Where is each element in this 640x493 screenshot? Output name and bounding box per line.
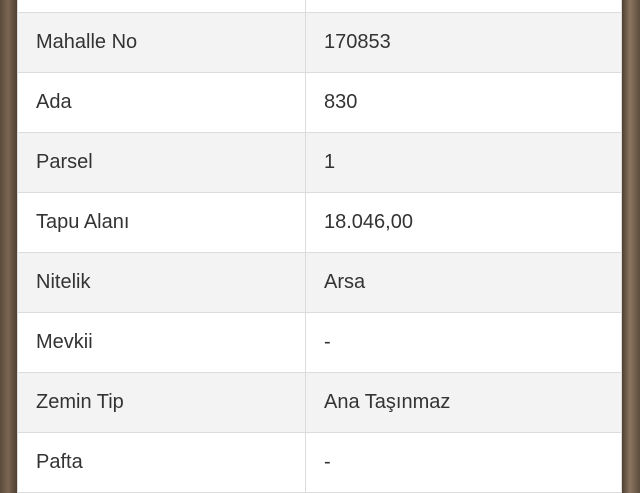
table-row: Pafta -: [17, 432, 622, 493]
row-label: Tapu Alanı: [17, 192, 306, 253]
row-label: [17, 0, 306, 13]
row-label: Mevkii: [17, 312, 306, 373]
row-label: Pafta: [17, 432, 306, 493]
table-row: Ada 830: [17, 72, 622, 133]
table-row: Zemin Tip Ana Taşınmaz: [17, 372, 622, 433]
table-row: Nitelik Arsa: [17, 252, 622, 313]
row-value: [305, 0, 622, 13]
table-row: Mahalle No 170853: [17, 12, 622, 73]
row-value: 18.046,00: [305, 192, 622, 253]
row-label: Parsel: [17, 132, 306, 193]
table-row: Parsel 1: [17, 132, 622, 193]
row-value: Arsa: [305, 252, 622, 313]
table-row: [17, 0, 622, 13]
row-value: 830: [305, 72, 622, 133]
table-row: Mevkii -: [17, 312, 622, 373]
row-value: -: [305, 312, 622, 373]
row-value: 170853: [305, 12, 622, 73]
row-label: Mahalle No: [17, 12, 306, 73]
row-value: Ana Taşınmaz: [305, 372, 622, 433]
row-label: Ada: [17, 72, 306, 133]
row-label: Nitelik: [17, 252, 306, 313]
row-value: 1: [305, 132, 622, 193]
row-label: Zemin Tip: [17, 372, 306, 433]
parcel-info-table: Mahalle No 170853 Ada 830 Parsel 1 Tapu Alanı 1…: [17, 0, 622, 493]
table-row: Tapu Alanı 18.046,00: [17, 192, 622, 253]
row-value: -: [305, 432, 622, 493]
